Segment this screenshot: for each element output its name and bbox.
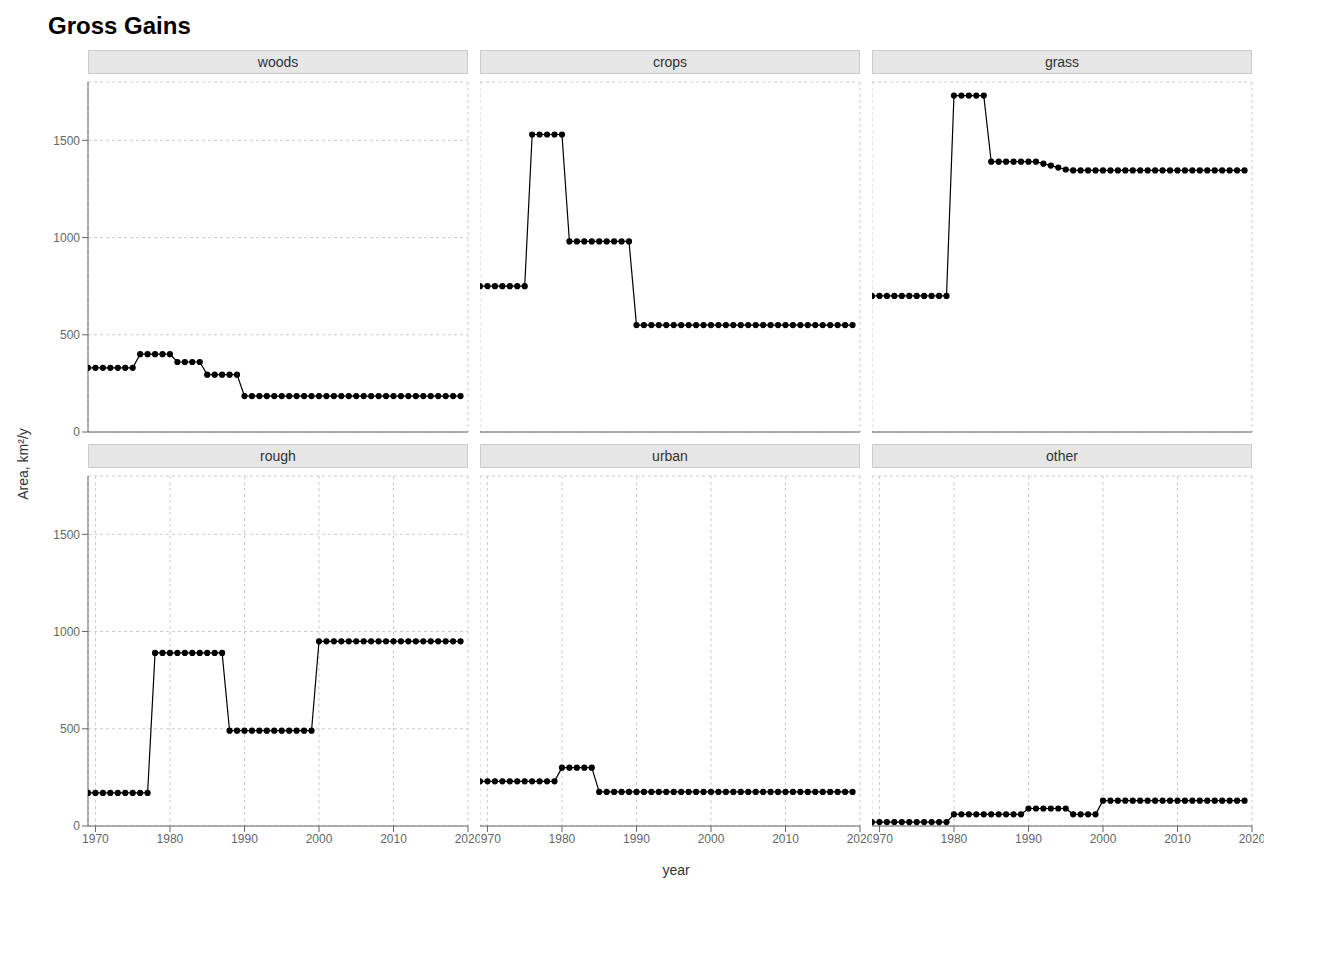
html-text:Gross Gains: Gross Gains [48, 12, 191, 39]
svg-text:2000: 2000 [1090, 832, 1117, 846]
svg-text:2000: 2000 [698, 832, 725, 846]
svg-text:1990: 1990 [1015, 832, 1042, 846]
svg-text:0: 0 [73, 819, 80, 833]
html-text:other: other [1046, 448, 1078, 464]
html-text:grass: grass [1044, 54, 1080, 70]
svg-text:1990: 1990 [231, 832, 258, 846]
svg-text:2020: 2020 [847, 832, 872, 846]
html-text:year: year [662, 862, 690, 878]
html-text:rough: rough [260, 448, 296, 464]
html-text:woods: woods [257, 54, 299, 70]
svg-text:1980: 1980 [941, 832, 968, 846]
svg-text:1980: 1980 [157, 832, 184, 846]
svg-text:500: 500 [60, 328, 80, 342]
svg-text:0: 0 [73, 425, 80, 438]
svg-text:2020: 2020 [455, 832, 480, 846]
svg-text:1500: 1500 [53, 134, 80, 148]
svg-text:1990: 1990 [623, 832, 650, 846]
svg-text:1970: 1970 [480, 832, 501, 846]
svg-text:2010: 2010 [380, 832, 407, 846]
svg-text:1500: 1500 [53, 528, 80, 542]
svg-text:2020: 2020 [1239, 832, 1264, 846]
svg-text:1980: 1980 [549, 832, 576, 846]
html-text:urban: urban [652, 448, 688, 464]
svg-text:1000: 1000 [53, 231, 80, 245]
svg-text:1970: 1970 [82, 832, 109, 846]
svg-text:1000: 1000 [53, 625, 80, 639]
html-text:Area, km²/y: Area, km²/y [15, 428, 31, 500]
svg-text:2010: 2010 [1164, 832, 1191, 846]
html-text:crops: crops [652, 54, 688, 70]
svg-text:500: 500 [60, 722, 80, 736]
svg-text:2010: 2010 [772, 832, 799, 846]
svg-text:1970: 1970 [872, 832, 893, 846]
svg-text:2000: 2000 [306, 832, 333, 846]
